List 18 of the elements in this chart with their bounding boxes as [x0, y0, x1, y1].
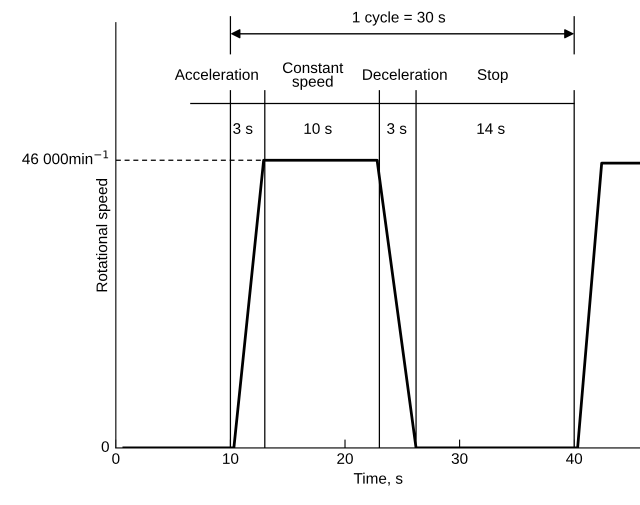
x-tick-label: 20: [337, 453, 353, 464]
x-tick-label: 40: [566, 453, 582, 464]
text: Acceleration: [174, 68, 258, 80]
x-tick-label: 30: [452, 453, 468, 464]
text: 10 s: [304, 123, 332, 134]
x-tick-label: 0: [112, 453, 120, 464]
x-axis-title: Time, s: [354, 472, 402, 486]
text: 3 s: [233, 123, 252, 134]
text: Deceleration: [363, 68, 447, 80]
text: Constant speed: [282, 62, 344, 90]
text: 3 s: [387, 123, 406, 134]
text: 1 cycle = 30 s: [352, 11, 446, 26]
text: 14 s: [477, 123, 505, 134]
text: Stop: [478, 69, 508, 83]
y-axis-title: Rotational speed: [96, 178, 110, 292]
x-tick-label: 10: [223, 453, 238, 464]
text: 0: [102, 441, 109, 452]
text: 46 000min$^{−1}$: [22, 150, 108, 164]
